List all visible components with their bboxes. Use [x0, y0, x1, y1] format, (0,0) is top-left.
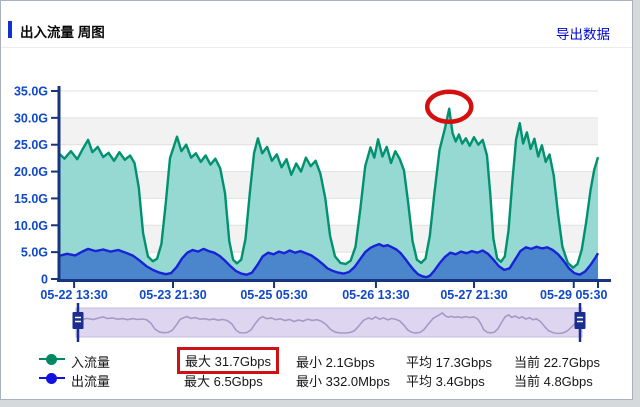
outbound-area [59, 244, 598, 279]
y-tick-label: 5.0G [21, 246, 48, 260]
outbound-max-stat: 最大 6.5Gbps [184, 374, 263, 389]
y-tick-label: 20.0G [14, 165, 48, 179]
y-tick-label: 0 [41, 273, 48, 287]
inbound-avg-stat: 平均 17.3Gbps [406, 355, 492, 370]
outbound-series-label: 出流量 [71, 374, 111, 389]
inbound-max-stat: 最大 31.7Gbps [177, 347, 279, 374]
legend-row-inbound: 入流量 最大 31.7Gbps 最小 2.1Gbps 平均 17.3Gbps 当… [1, 347, 632, 374]
y-tick-label: 25.0G [14, 138, 48, 152]
peak-circle-annotation [424, 89, 474, 124]
export-data-link[interactable]: 导出数据 [556, 27, 610, 42]
outbound-line [58, 242, 600, 279]
panel-header: 出入流量 周图 导出数据 [1, 1, 632, 48]
grid-band [59, 117, 598, 145]
slider-handle-left[interactable] [72, 312, 84, 329]
inbound-series-marker [39, 351, 65, 367]
grid-band [59, 252, 598, 279]
inbound-series-label: 入流量 [71, 355, 111, 370]
grid-band [59, 91, 598, 118]
inbound-line [58, 107, 600, 269]
slider-track[interactable] [75, 307, 583, 338]
page-title: 出入流量 周图 [20, 25, 105, 40]
outbound-min-stat: 最小 332.0Mbps [296, 374, 390, 389]
x-tick-label: 05-25 05:30 [240, 288, 307, 302]
x-tick-label: 05-23 21:30 [139, 288, 206, 302]
grid-band [59, 171, 598, 199]
outbound-avg-stat: 平均 3.4Gbps [406, 374, 485, 389]
x-tick-label: 05-26 13:30 [342, 288, 409, 302]
legend-row-outbound: 出流量 最大 6.5Gbps 最小 332.0Mbps 平均 3.4Gbps 当… [1, 370, 632, 389]
x-tick-label: 05-27 21:30 [440, 288, 507, 302]
y-tick-label: 15.0G [14, 192, 48, 206]
traffic-panel: 出入流量 周图 导出数据 35.0G 30.0G 25.0G 20.0G 15.0G 10… [0, 0, 633, 400]
grid-band [59, 225, 598, 253]
inbound-area [59, 108, 598, 279]
grid-band [59, 144, 598, 172]
grid-band [59, 198, 598, 226]
inbound-min-stat: 最小 2.1Gbps [296, 355, 375, 370]
inbound-current-stat: 当前 22.7Gbps [514, 355, 600, 370]
y-tick-label: 35.0G [14, 85, 48, 99]
traffic-area-chart: 35.0G 30.0G 25.0G 20.0G 15.0G 10.0G 5.0G 005-22… [14, 85, 611, 342]
title-accent-bar [8, 21, 12, 38]
y-tick-label: 10.0G [14, 219, 48, 233]
x-tick-label: 05-22 13:30 [40, 288, 107, 302]
x-tick-label: 05-29 05:30 [540, 288, 607, 302]
outbound-current-stat: 当前 4.8Gbps [514, 374, 593, 389]
outbound-series-marker [39, 370, 65, 386]
y-tick-label: 30.0G [14, 111, 48, 125]
slider-handle-right[interactable] [574, 312, 586, 329]
